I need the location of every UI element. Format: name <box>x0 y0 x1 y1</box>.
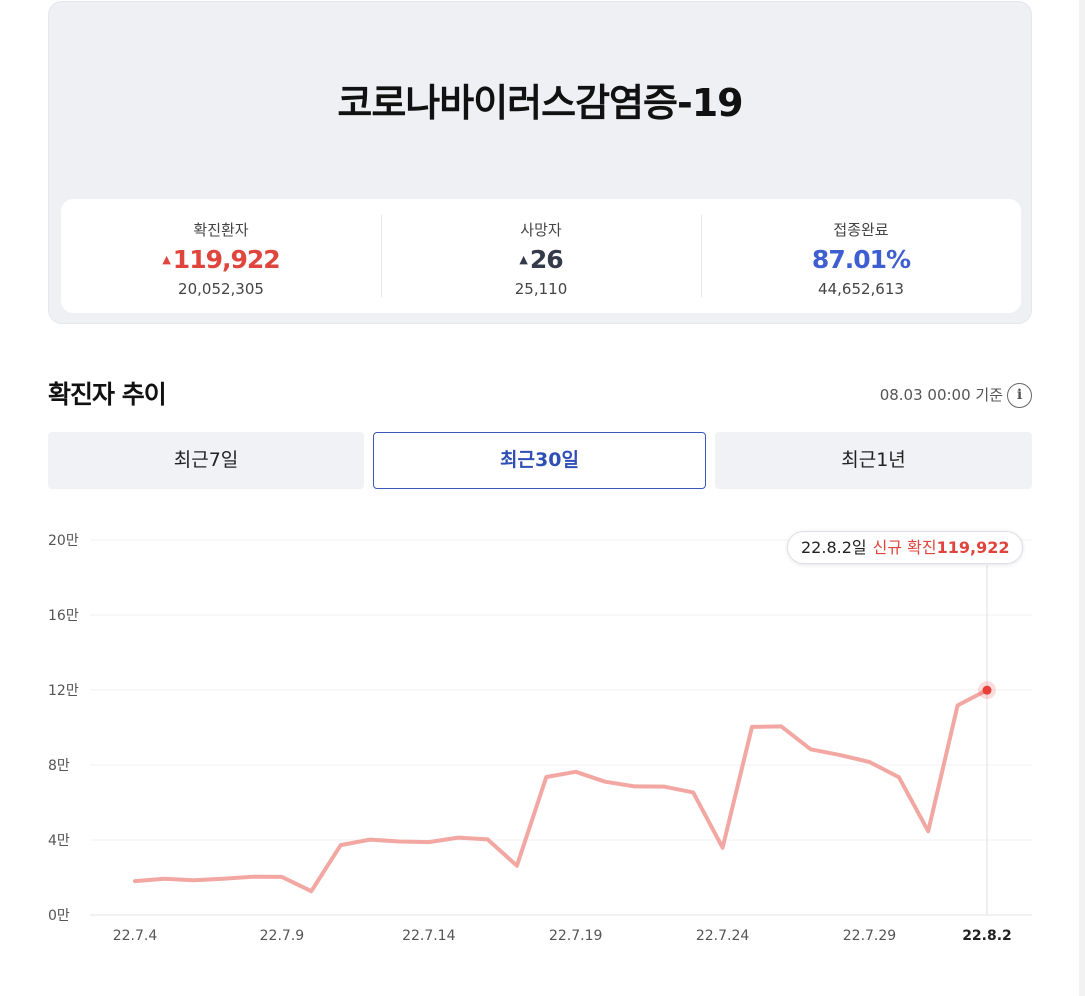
stat-confirmed-value: ▲ 119,922 <box>162 245 280 274</box>
stat-vaccinated: 접종완료 87.01% 44,652,613 <box>701 199 1021 313</box>
y-tick-label: 16만 <box>48 608 79 624</box>
stat-vaccinated-value: 87.01% <box>811 245 911 274</box>
stat-vaccinated-label: 접종완료 <box>833 221 889 239</box>
x-tick-label: 22.7.24 <box>696 928 750 944</box>
y-tick-label: 0만 <box>48 908 70 924</box>
stat-deaths: 사망자 ▲ 26 25,110 <box>381 199 701 313</box>
x-tick-label: 22.8.2 <box>962 928 1012 944</box>
tooltip-value: 119,922 <box>936 538 1010 557</box>
y-tick-label: 12만 <box>48 683 79 699</box>
y-tick-label: 20만 <box>48 533 79 549</box>
trend-chart-svg: 0만 4만 8만 12만 16만 20만 22.7.4 22.7.9 22.7.14 22.7.1… <box>48 533 1032 944</box>
series-line <box>133 688 989 894</box>
info-icon[interactable]: i <box>1007 383 1032 408</box>
page-title: 코로나바이러스감염증-19 <box>337 81 743 125</box>
up-arrow-icon: ▲ <box>519 253 528 266</box>
x-tick-label: 22.7.9 <box>260 928 305 944</box>
stat-confirmed-label: 확진환자 <box>193 221 249 239</box>
x-tick-label: 22.7.29 <box>843 928 896 944</box>
trend-chart: 0만 4만 8만 12만 16만 20만 22.7.4 22.7.9 22.7.14 22.7.1… <box>0 515 1085 975</box>
stat-vaccinated-total: 44,652,613 <box>818 280 904 298</box>
stat-deaths-label: 사망자 <box>520 221 562 239</box>
x-tick-label: 22.7.14 <box>402 928 456 944</box>
tab-7-days[interactable]: 최근7일 <box>48 432 364 489</box>
chart-tooltip: 22.8.2일 신규 확진119,922 <box>787 531 1024 564</box>
section-title: 확진자 추이 <box>48 380 167 409</box>
stat-deaths-total: 25,110 <box>514 280 568 298</box>
scrollbar[interactable] <box>1079 0 1085 996</box>
update-time: 08.03 00:00 기준 <box>879 386 1003 404</box>
stat-confirmed-total: 20,052,305 <box>178 280 264 298</box>
x-tick-label: 22.7.19 <box>549 928 602 944</box>
stat-confirmed: 확진환자 ▲ 119,922 20,052,305 <box>61 199 381 313</box>
y-tick-label: 4만 <box>48 833 70 849</box>
highlight-point <box>982 685 992 695</box>
y-tick-label: 8만 <box>48 758 70 774</box>
stat-deaths-value: ▲ 26 <box>519 245 563 274</box>
tab-1-year[interactable]: 최근1년 <box>715 432 1032 489</box>
up-arrow-icon: ▲ <box>162 253 171 266</box>
x-tick-label: 22.7.4 <box>113 928 158 944</box>
tooltip-date: 22.8.2일 <box>801 538 867 557</box>
tab-30-days[interactable]: 최근30일 <box>373 432 706 489</box>
period-tabs: 최근7일 최근30일 최근1년 <box>48 432 1032 489</box>
tooltip-label: 신규 확진 <box>872 538 937 557</box>
stats-box: 확진환자 ▲ 119,922 20,052,305 사망자 ▲ 26 25,110 … <box>61 199 1021 313</box>
summary-card: 코로나바이러스감염증-19 확진환자 ▲ 119,922 20,052,305 사… <box>48 1 1032 324</box>
